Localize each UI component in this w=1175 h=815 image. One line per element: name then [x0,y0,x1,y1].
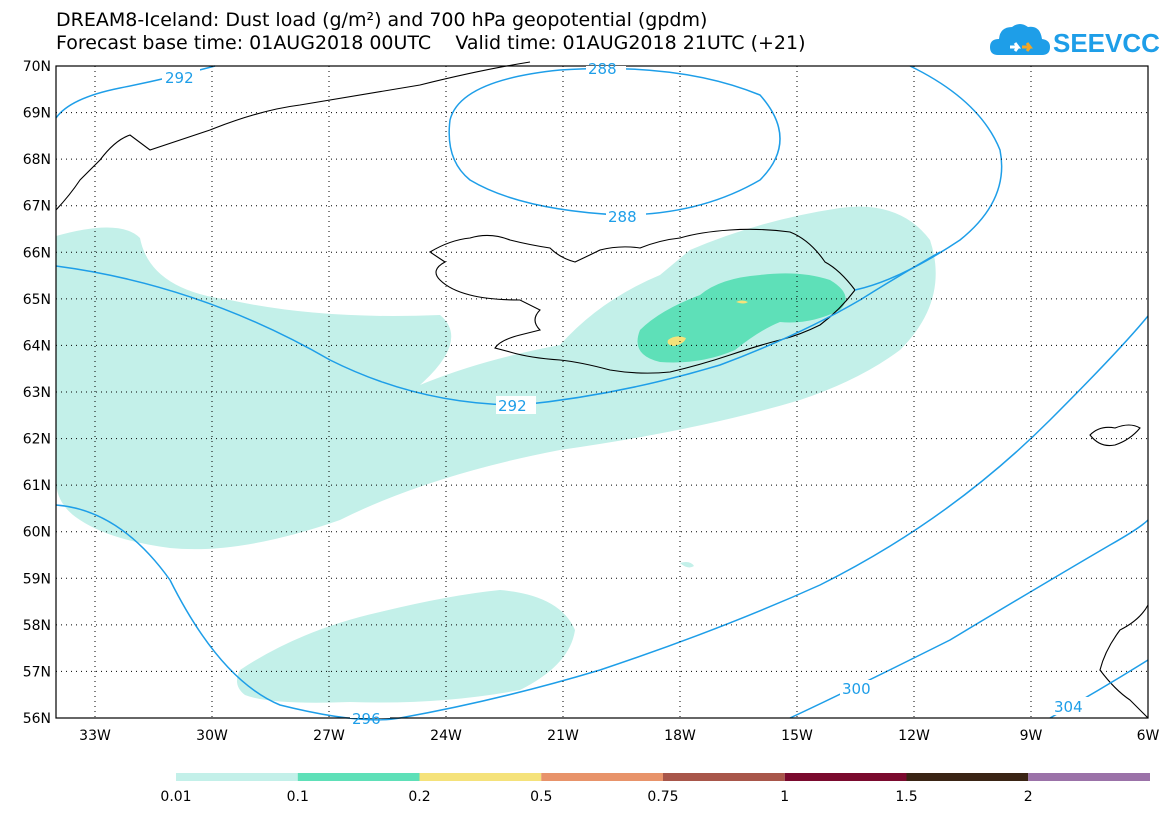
colorbar-segment [176,773,298,781]
latitude-label: 61N [23,478,51,494]
colorbar-segment [297,773,420,781]
latitude-label: 58N [23,618,51,634]
colorbar-segment [541,773,663,781]
colorbar-tick-labels: 0.01 0.1 0.2 0.5 0.75 1 1.5 2 [160,789,1032,805]
title-line-1: DREAM8-Iceland: Dust load (g/m²) and 700… [56,9,708,31]
greenland-coast [55,61,531,211]
contour-296 [55,315,1149,721]
dust-area-south [236,590,575,703]
colorbar-tick-label: 0.2 [408,789,430,805]
colorbar-segment [906,773,1029,781]
colorbar-tick-label: 0.1 [287,789,309,805]
cloud-icon [990,24,1050,55]
latitude-label: 64N [23,338,51,354]
contour-label: 296 [352,710,381,728]
latitude-label: 57N [23,664,51,680]
latitude-label: 63N [23,385,51,401]
longitude-label: 24W [430,728,462,744]
colorbar-tick-label: 0.75 [647,789,678,805]
latitude-label: 67N [23,199,51,215]
contour-label: 288 [608,208,637,226]
latitude-label: 69N [23,106,51,122]
latitude-label: 70N [23,59,51,75]
contour-label: 304 [1054,698,1083,716]
coastlines [55,61,1149,719]
contour-292-main [55,251,941,406]
seevccc-logo: SEEVCCC [990,24,1160,58]
colorbar-segment [419,773,542,781]
latitude-label: 62N [23,432,51,448]
dust-layer [56,206,936,703]
colorbar-segment [1028,773,1150,781]
latitude-label: 59N [23,571,51,587]
contour-label: 300 [842,680,871,698]
dust-area-high-1 [667,336,686,346]
colorbar-segment [663,773,785,781]
longitude-label: 12W [898,728,930,744]
colorbar-tick-label: 1.5 [895,789,917,805]
scotland-coast [1099,604,1149,719]
longitude-label: 18W [664,728,696,744]
dust-area-medium [637,273,846,363]
longitude-label: 33W [79,728,111,744]
longitude-label: 6W [1137,728,1160,744]
contour-label: 292 [498,397,527,415]
iceland-coast [428,228,856,374]
dust-area-high-2 [736,300,748,304]
contour-288-ring [448,67,781,216]
longitude-label: 15W [781,728,813,744]
dust-area-main [56,206,936,550]
latitude-label: 60N [23,525,51,541]
longitude-label: 9W [1020,728,1043,744]
latitude-label: 66N [23,245,51,261]
title-line-2: Forecast base time: 01AUG2018 00UTC Vali… [56,32,806,54]
colorbar-segment [784,773,907,781]
colorbar [176,773,1150,781]
dust-area-tiny [680,562,694,568]
faroe-coast [1089,424,1141,447]
colorbar-tick-label: 0.5 [530,789,552,805]
latitude-label: 65N [23,292,51,308]
colorbar-tick-label: 0.01 [160,789,191,805]
contour-label: 288 [588,60,617,78]
contour-label: 292 [165,69,194,87]
contour-labels: 292 288 288 292 296 300 304 [162,60,1092,728]
colorbar-tick-label: 2 [1024,789,1033,805]
latitude-label: 68N [23,152,51,168]
longitude-labels: 33W 30W 27W 24W 21W 18W 15W 12W 9W 6W [79,728,1159,744]
grid-lines [56,66,1148,718]
colorbar-tick-label: 1 [780,789,789,805]
latitude-label: 56N [23,711,51,727]
logo-text: SEEVCCC [1053,28,1160,58]
longitude-label: 21W [547,728,579,744]
longitude-label: 27W [313,728,345,744]
latitude-labels: 70N 69N 68N 67N 66N 65N 64N 63N 62N 61N 60N 59N 58N 5… [23,59,51,727]
longitude-label: 30W [196,728,228,744]
